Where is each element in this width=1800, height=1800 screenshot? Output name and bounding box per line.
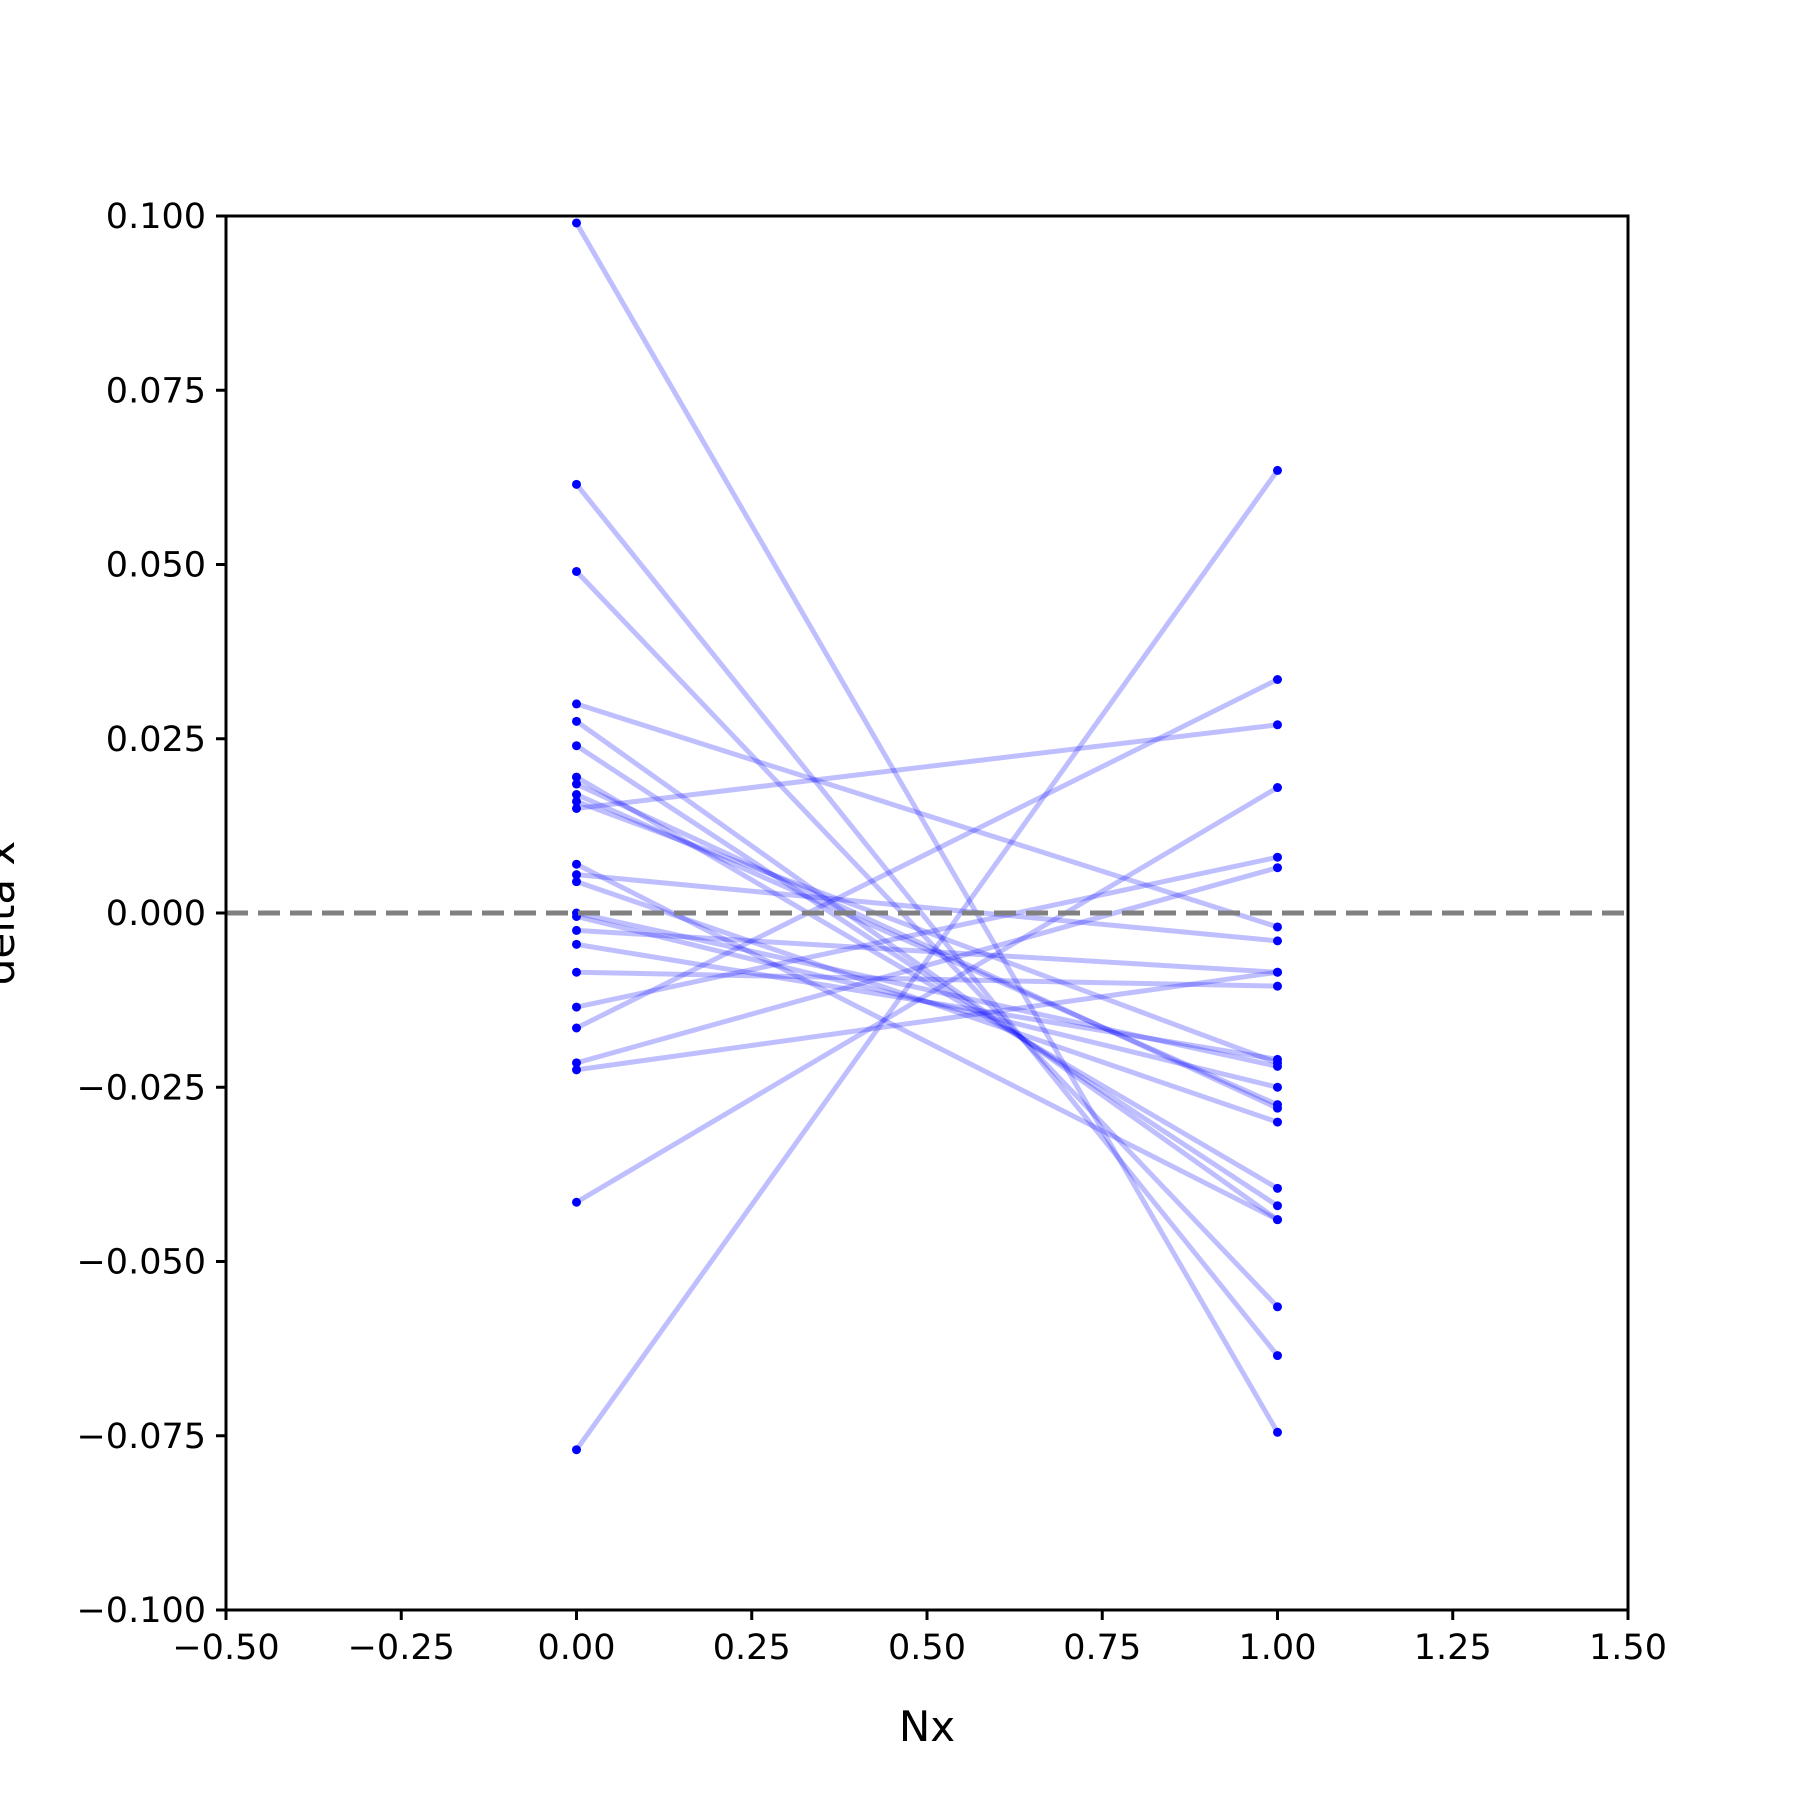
- data-point-8-start: [572, 779, 581, 789]
- series-line-12: [575, 861, 1279, 1222]
- data-point-4-start: [572, 699, 581, 709]
- x-tick-label: 0.50: [888, 1628, 966, 1668]
- x-tick-label: 1.50: [1589, 1628, 1667, 1668]
- series-line-23: [576, 969, 1278, 1073]
- data-point-21-start: [572, 1023, 581, 1033]
- data-point-20-end: [1273, 852, 1282, 862]
- data-point-12-end: [1273, 1215, 1282, 1225]
- data-point-1-end: [1273, 1427, 1282, 1437]
- y-tick-label: 0.075: [106, 371, 206, 411]
- data-point-25-end: [1273, 465, 1282, 475]
- x-tick-label: 1.25: [1414, 1628, 1492, 1668]
- y-tick-label: −0.025: [76, 1068, 206, 1108]
- x-tick-label: 0.25: [713, 1628, 791, 1668]
- y-axis-label: delta x: [0, 841, 24, 986]
- y-tick-label: −0.050: [76, 1243, 206, 1283]
- data-point-23-end: [1273, 967, 1282, 977]
- y-tick-label: 0.050: [106, 546, 206, 586]
- x-tick-label: 1.00: [1239, 1628, 1317, 1668]
- data-point-10-start: [572, 796, 581, 806]
- data-point-13-end: [1273, 936, 1282, 946]
- data-point-13-start: [572, 870, 581, 880]
- y-axis-ticks: 0.100 0.075 0.050 0.025 0.000 −0.025 −0.050 −0.…: [76, 197, 226, 1631]
- x-axis-ticks: −0.50 −0.25 0.00 0.25 0.50 0.75 1.00 1.25 1.50: [172, 1610, 1667, 1668]
- data-point-11-start: [572, 803, 581, 813]
- x-axis-label: Nx: [899, 1702, 955, 1751]
- series-layer: [574, 221, 1280, 1452]
- y-tick-label: −0.100: [76, 1591, 206, 1631]
- data-point-18-start: [572, 939, 581, 949]
- data-point-3-start: [572, 566, 581, 576]
- series-line-13: [576, 872, 1278, 944]
- data-point-24-end: [1273, 783, 1282, 793]
- series-line-22: [575, 865, 1279, 1066]
- series-line-16: [575, 914, 1279, 1090]
- data-point-14-start: [572, 877, 581, 887]
- data-point-22-end: [1273, 863, 1282, 873]
- series-line-2: [574, 482, 1280, 1358]
- series-line-15: [575, 910, 1279, 1069]
- data-point-17-start: [572, 925, 581, 935]
- series-line-7: [575, 774, 1279, 1191]
- data-point-14-end: [1273, 1117, 1282, 1127]
- data-point-5-start: [572, 716, 581, 726]
- data-point-25-start: [572, 1445, 581, 1455]
- x-tick-label: 0.75: [1063, 1628, 1141, 1668]
- series-line-10: [575, 799, 1279, 1066]
- data-point-6-start: [572, 741, 581, 751]
- data-point-6-end: [1273, 1201, 1282, 1211]
- series-line-1: [574, 221, 1280, 1434]
- data-point-19-start: [572, 967, 581, 977]
- series-line-9: [575, 792, 1279, 1107]
- series-line-18: [576, 941, 1278, 1062]
- series-line-24: [575, 785, 1279, 1205]
- data-point-2-start: [572, 479, 581, 489]
- data-point-9-end: [1273, 1100, 1282, 1110]
- y-tick-label: 0.000: [106, 894, 206, 934]
- series-line-5: [575, 719, 1279, 1222]
- data-point-9-start: [572, 790, 581, 800]
- data-point-19-end: [1273, 981, 1282, 991]
- data-point-4-end: [1273, 922, 1282, 932]
- series-line-17: [576, 927, 1278, 975]
- series-line-21: [575, 677, 1279, 1031]
- y-tick-label: −0.075: [76, 1417, 206, 1457]
- x-tick-label: −0.25: [348, 1628, 455, 1668]
- data-point-23-start: [572, 1065, 581, 1075]
- series-line-19: [576, 969, 1278, 989]
- x-tick-label: 0.00: [538, 1628, 616, 1668]
- y-tick-label: 0.100: [106, 197, 206, 237]
- series-line-20: [575, 854, 1279, 1010]
- data-point-7-start: [572, 772, 581, 782]
- series-line-3: [574, 569, 1280, 1309]
- series-line-11: [576, 722, 1278, 811]
- data-point-21-end: [1273, 675, 1282, 685]
- series-line-6: [575, 743, 1279, 1208]
- data-point-16-end: [1273, 1082, 1282, 1092]
- data-point-15-end: [1273, 1061, 1282, 1071]
- series-line-4: [575, 701, 1279, 930]
- data-point-7-end: [1273, 1183, 1282, 1193]
- data-point-12-start: [572, 859, 581, 869]
- y-tick-label: 0.025: [106, 720, 206, 760]
- series-line-25: [574, 468, 1280, 1452]
- data-point-11-end: [1273, 720, 1282, 730]
- data-point-24-start: [572, 1197, 581, 1207]
- series-line-8: [575, 781, 1279, 1111]
- series-line-14: [575, 879, 1279, 1125]
- x-tick-label: −0.50: [172, 1628, 279, 1668]
- data-point-18-end: [1273, 1054, 1282, 1064]
- data-point-1-start: [572, 218, 581, 228]
- data-point-20-start: [572, 1002, 581, 1012]
- data-point-2-end: [1273, 1351, 1282, 1361]
- data-point-3-end: [1273, 1302, 1282, 1312]
- data-point-22-start: [572, 1058, 581, 1068]
- points-layer: [572, 218, 1282, 1455]
